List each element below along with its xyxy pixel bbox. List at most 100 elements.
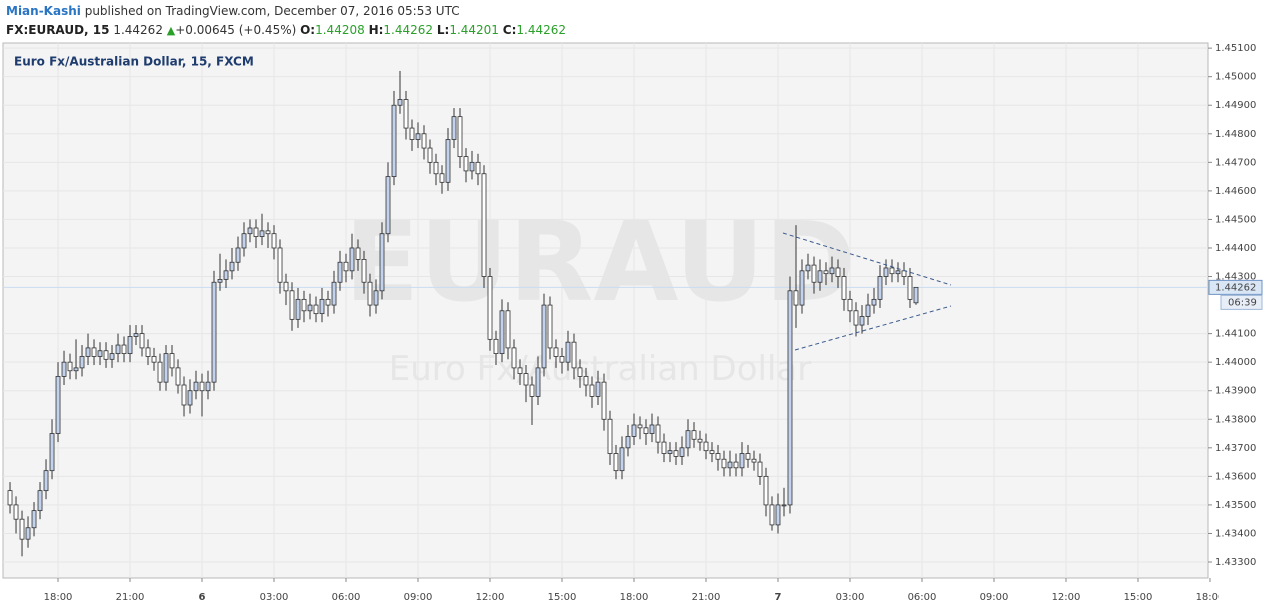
candle-body: [463, 156, 469, 172]
candle-body: [739, 453, 745, 469]
candle-body: [253, 227, 259, 237]
candle-body: [775, 504, 781, 526]
candle-body: [139, 333, 145, 349]
candle-body: [37, 490, 43, 512]
candle-body: [853, 310, 859, 326]
candle-body: [601, 381, 607, 420]
up-arrow: ▲: [166, 24, 176, 37]
candle-body: [427, 147, 433, 163]
y-tick-label: 1.43300: [1215, 557, 1256, 568]
candle-body: [679, 447, 685, 457]
candle-body: [625, 435, 631, 449]
symbol: FX:EURAUD, 15: [6, 23, 110, 37]
candle-body: [181, 384, 187, 406]
y-axis: 1.43300 1.43400 1.43500 1.43600 1.43700 1.438…: [1208, 43, 1256, 568]
candle-body: [607, 418, 613, 454]
candle-body: [31, 510, 37, 529]
ohlc-value: 1.44262: [516, 23, 566, 37]
triangle-lower: [794, 305, 952, 351]
candle-body: [661, 441, 667, 454]
author[interactable]: Mian-Kashi: [6, 4, 81, 18]
candle-body: [505, 310, 511, 349]
candle-body: [403, 99, 409, 129]
x-tick-label: 21:00: [692, 592, 721, 603]
quote-line: FX:EURAUD, 15 1.44262 ▲+0.00645 (+0.45%)…: [6, 21, 1266, 40]
candle-body: [205, 381, 211, 392]
plot-area: [2, 42, 1209, 579]
candle-body: [121, 344, 127, 355]
candle-body: [871, 298, 877, 306]
candle-body: [781, 504, 787, 507]
candle-body: [49, 433, 55, 472]
candle-body: [757, 461, 763, 477]
ohlc-label: H:: [368, 23, 384, 37]
candle-body: [97, 350, 103, 357]
candle-body: [907, 276, 913, 300]
candle-body: [499, 310, 505, 355]
candle-body: [223, 270, 229, 280]
candle-body: [397, 99, 403, 106]
candle-body: [265, 230, 271, 235]
candle-body: [391, 104, 397, 178]
x-tick-label: 12:00: [476, 592, 505, 603]
candle-body: [595, 381, 601, 397]
candle-body: [433, 161, 439, 175]
candle-body: [643, 427, 649, 434]
candle-body: [745, 453, 751, 460]
candle-body: [895, 270, 901, 275]
y-tick-label: 1.43900: [1215, 386, 1256, 397]
grid: [3, 43, 1208, 578]
y-tick-label: 1.44900: [1215, 100, 1256, 111]
candle-body: [301, 298, 307, 312]
candle-body: [865, 304, 871, 317]
y-tick-label: 1.44100: [1215, 329, 1256, 340]
candle-body: [217, 278, 223, 283]
candle-body: [55, 376, 61, 434]
candle-body: [85, 347, 91, 357]
price-box: 1.44262 06:39: [1208, 279, 1263, 310]
candle-body: [877, 276, 883, 300]
x-tick-label: 09:00: [404, 592, 433, 603]
candle-body: [379, 233, 385, 292]
candle-body: [421, 133, 427, 149]
countdown-box: [1220, 294, 1263, 310]
y-tick-label: 1.45000: [1215, 72, 1256, 83]
candle-body: [673, 450, 679, 457]
x-tick-label: 09:00: [980, 592, 1009, 603]
candle-body: [289, 290, 295, 320]
y-tick-label: 1.43800: [1215, 414, 1256, 425]
candle-body: [493, 338, 499, 355]
candle-body: [667, 450, 673, 454]
candle-body: [325, 298, 331, 306]
candle-body: [79, 356, 85, 369]
y-tick-label: 1.44300: [1215, 272, 1256, 283]
candle-body: [193, 381, 199, 392]
x-tick-label: 12:00: [1052, 592, 1081, 603]
x-tick-label: 06:00: [908, 592, 937, 603]
candle-body: [553, 347, 559, 357]
candle-body: [361, 258, 367, 283]
candle-body: [355, 247, 361, 260]
candle-body: [535, 367, 541, 397]
candle-body: [25, 527, 31, 540]
candle-body: [241, 233, 247, 249]
x-tick-label: 21:00: [116, 592, 145, 603]
candle-body: [589, 384, 595, 397]
publish-line: Mian-Kashi published on TradingView.com,…: [6, 2, 1266, 21]
y-tick-label: 1.44600: [1215, 186, 1256, 197]
y-tick-label: 1.44400: [1215, 243, 1256, 254]
candle-body: [385, 176, 391, 235]
candle-body: [283, 281, 289, 292]
candle-body: [823, 270, 829, 275]
header: Mian-Kashi published on TradingView.com,…: [6, 2, 1266, 40]
candle-body: [127, 336, 133, 355]
candle-body: [481, 173, 487, 277]
triangle-upper: [782, 232, 952, 286]
candle-body: [529, 384, 535, 397]
candle-body: [295, 298, 301, 320]
candle-body: [229, 261, 235, 272]
candle-body: [883, 267, 889, 277]
candle-body: [841, 276, 847, 300]
candle-body: [163, 353, 169, 383]
candle-body: [133, 333, 139, 337]
